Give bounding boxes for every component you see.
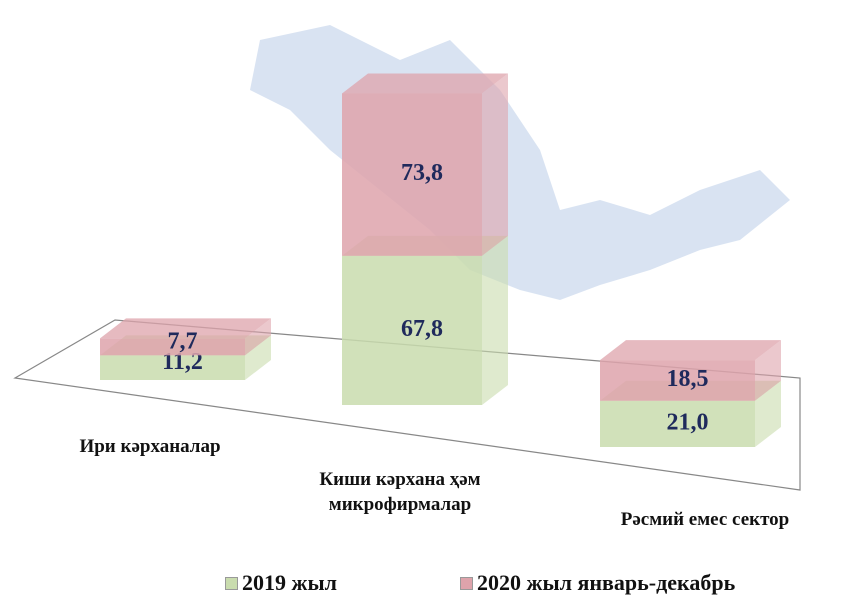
- bar-face: [100, 338, 245, 356]
- bar-face: [245, 335, 271, 380]
- bar-face: [342, 93, 482, 256]
- bar-segment: [100, 318, 271, 356]
- bar-face: [600, 400, 755, 447]
- category-label: Ири кәрханалар: [79, 436, 221, 457]
- floor: [13, 319, 801, 491]
- bar-face: [245, 318, 271, 356]
- legend-label: 2020 жыл январь-декабрь: [477, 570, 736, 595]
- legend-label: 2019 жыл: [242, 570, 337, 595]
- category-label: Рәсмий емес сектор: [620, 509, 790, 530]
- map-background: [250, 25, 790, 300]
- bar-face: [100, 355, 245, 380]
- bar-face: [482, 235, 508, 405]
- value-label: 18,5: [667, 366, 709, 392]
- bar-face: [755, 380, 781, 447]
- value-label: 73,8: [401, 160, 443, 186]
- legend-swatch: [225, 576, 238, 590]
- bar-face: [600, 340, 781, 361]
- bar-segment: [600, 340, 781, 401]
- legend-swatch: [460, 576, 473, 590]
- bar-face: [600, 360, 755, 401]
- legend-item: 2019 жыл: [225, 570, 337, 596]
- bar-face: [755, 340, 781, 401]
- value-label: 21,0: [667, 409, 709, 435]
- bar-segment: [342, 73, 508, 256]
- bar-face: [342, 255, 482, 405]
- legend-item: 2020 жыл январь-декабрь: [460, 570, 735, 596]
- category-label: Киши кәрхана ҳәм микрофирмалар: [319, 469, 481, 515]
- bar-face: [482, 73, 508, 256]
- value-label: 67,8: [401, 316, 443, 342]
- bar-face: [342, 73, 508, 94]
- bar-face: [100, 318, 271, 339]
- value-label: 7,7: [168, 328, 198, 354]
